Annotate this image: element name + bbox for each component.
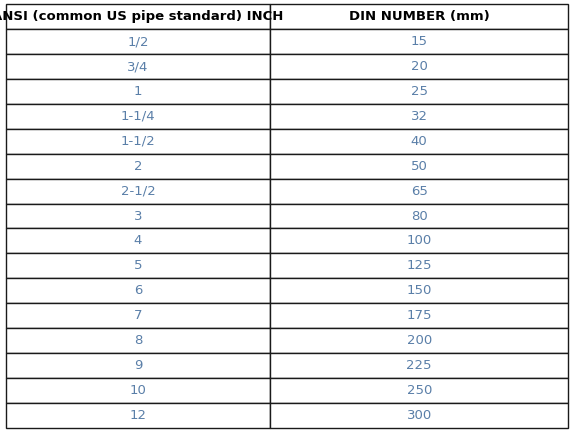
- Text: 300: 300: [406, 409, 432, 422]
- Bar: [6, 54, 270, 79]
- Bar: [6, 154, 270, 179]
- Bar: [6, 328, 270, 353]
- Text: 12: 12: [129, 409, 146, 422]
- Text: 1/2: 1/2: [127, 35, 149, 48]
- Text: 100: 100: [406, 235, 432, 248]
- Bar: [270, 129, 568, 154]
- Text: 5: 5: [134, 259, 142, 272]
- Bar: [270, 253, 568, 278]
- Text: 7: 7: [134, 309, 142, 322]
- Text: 10: 10: [130, 384, 146, 397]
- Text: 40: 40: [411, 135, 428, 148]
- Text: 80: 80: [411, 210, 428, 222]
- Text: 1: 1: [134, 85, 142, 98]
- Text: 8: 8: [134, 334, 142, 347]
- Bar: [270, 403, 568, 428]
- Text: 1-1/4: 1-1/4: [121, 110, 155, 123]
- Text: 65: 65: [411, 184, 428, 197]
- Bar: [6, 203, 270, 229]
- Bar: [270, 179, 568, 203]
- Text: 3/4: 3/4: [127, 60, 149, 73]
- Bar: [270, 229, 568, 253]
- Bar: [6, 29, 270, 54]
- Bar: [6, 104, 270, 129]
- Bar: [270, 278, 568, 303]
- Text: 50: 50: [411, 160, 428, 173]
- Text: 1-1/2: 1-1/2: [121, 135, 156, 148]
- Bar: [270, 29, 568, 54]
- Text: 125: 125: [406, 259, 432, 272]
- Bar: [270, 328, 568, 353]
- Text: 4: 4: [134, 235, 142, 248]
- Bar: [6, 353, 270, 378]
- Bar: [270, 104, 568, 129]
- Bar: [270, 79, 568, 104]
- Text: ANSI (common US pipe standard) INCH: ANSI (common US pipe standard) INCH: [0, 10, 284, 23]
- Text: 225: 225: [406, 359, 432, 372]
- Text: 2-1/2: 2-1/2: [121, 184, 156, 197]
- Text: 32: 32: [410, 110, 428, 123]
- Text: 20: 20: [411, 60, 428, 73]
- Bar: [270, 54, 568, 79]
- Text: 6: 6: [134, 284, 142, 297]
- Text: 15: 15: [410, 35, 428, 48]
- Bar: [270, 378, 568, 403]
- Text: 250: 250: [406, 384, 432, 397]
- Bar: [6, 229, 270, 253]
- Bar: [270, 353, 568, 378]
- Bar: [6, 278, 270, 303]
- Bar: [6, 253, 270, 278]
- Bar: [6, 403, 270, 428]
- Bar: [270, 303, 568, 328]
- Text: DIN NUMBER (mm): DIN NUMBER (mm): [349, 10, 490, 23]
- Bar: [6, 179, 270, 203]
- Bar: [270, 4, 568, 29]
- Text: 175: 175: [406, 309, 432, 322]
- Bar: [6, 303, 270, 328]
- Bar: [270, 203, 568, 229]
- Bar: [6, 4, 270, 29]
- Bar: [6, 129, 270, 154]
- Text: 3: 3: [134, 210, 142, 222]
- Bar: [270, 154, 568, 179]
- Text: 200: 200: [406, 334, 432, 347]
- Bar: [6, 378, 270, 403]
- Text: 9: 9: [134, 359, 142, 372]
- Text: 25: 25: [410, 85, 428, 98]
- Bar: [6, 79, 270, 104]
- Text: 150: 150: [406, 284, 432, 297]
- Text: 2: 2: [134, 160, 142, 173]
